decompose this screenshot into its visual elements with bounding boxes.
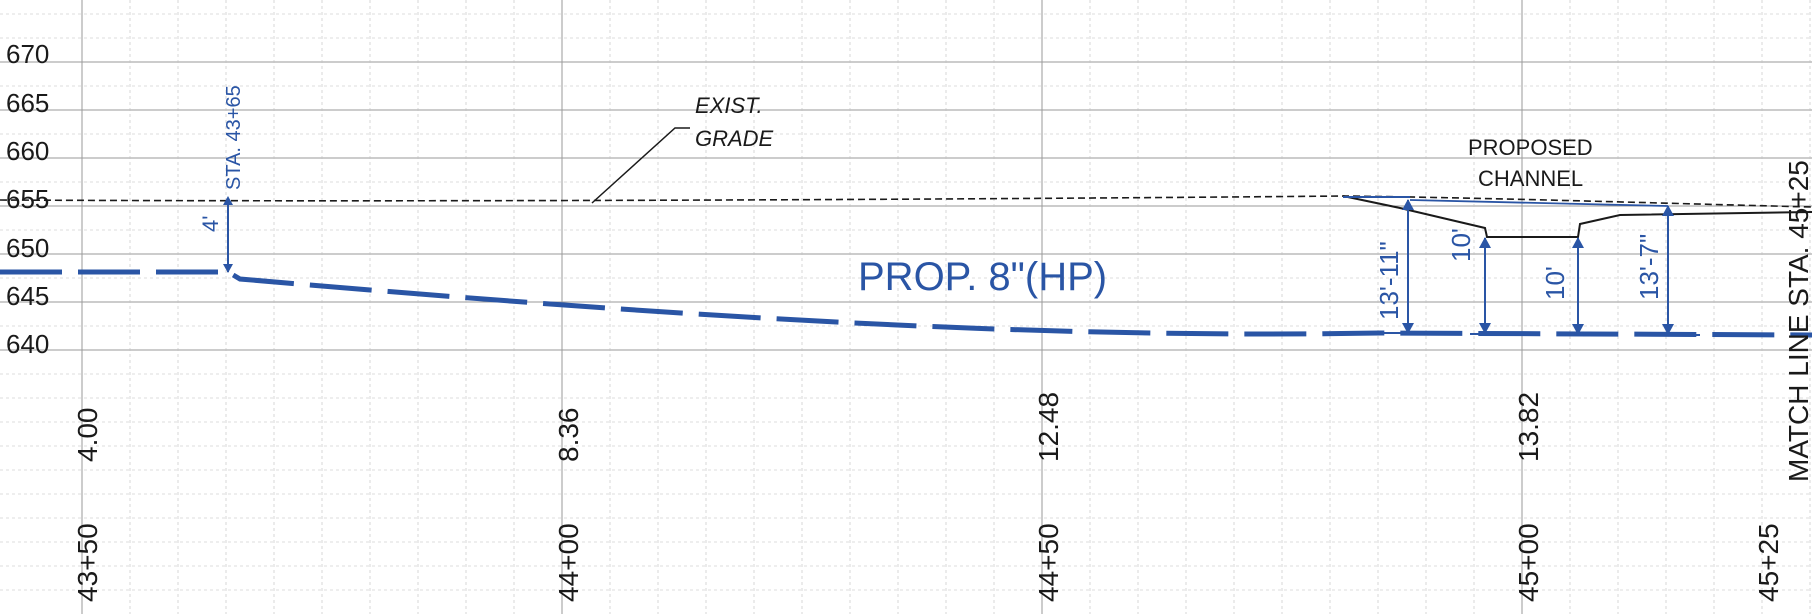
dimension-10-left: 10' bbox=[1446, 228, 1505, 334]
exist-grade-label: GRADE bbox=[695, 126, 774, 151]
sta-marker-arrow bbox=[223, 264, 233, 273]
station-label: 45+25 bbox=[1753, 523, 1784, 602]
proposed-channel-label: PROPOSED bbox=[1468, 135, 1593, 160]
depth-label: 13.82 bbox=[1513, 392, 1544, 462]
station-label: 44+00 bbox=[553, 523, 584, 602]
existing-grade-line bbox=[0, 196, 1812, 207]
elevation-label: 655 bbox=[6, 184, 49, 214]
dim-13-11-label: 13'-11" bbox=[1374, 241, 1404, 320]
sta-marker-label: STA. 43+65 bbox=[223, 85, 245, 190]
dim-13-7-label: 13'-7" bbox=[1634, 234, 1664, 300]
depth-labels: 4.00 8.36 12.48 13.82 bbox=[72, 392, 1544, 462]
depth-label: 8.36 bbox=[553, 408, 584, 463]
exist-grade-label: EXIST. bbox=[695, 93, 763, 118]
elevation-label: 650 bbox=[6, 233, 49, 263]
proposed-channel-section bbox=[1343, 196, 1812, 237]
elevation-axis: 670 665 660 655 650 645 640 bbox=[6, 39, 49, 359]
elevation-label: 645 bbox=[6, 281, 49, 311]
elevation-label: 670 bbox=[6, 39, 49, 69]
channel-top-line bbox=[1410, 200, 1668, 206]
pipe-label: PROP. 8"(HP) bbox=[858, 255, 1107, 299]
dim-10-right-label: 10' bbox=[1540, 266, 1570, 300]
proposed-channel-label: CHANNEL bbox=[1478, 166, 1583, 191]
exist-grade-leader bbox=[592, 128, 690, 203]
station-label: 43+50 bbox=[72, 523, 103, 602]
match-line-label: MATCH LINE STA. 45+25 bbox=[1783, 160, 1812, 482]
depth-label: 12.48 bbox=[1033, 392, 1064, 462]
station-labels: 43+50 44+00 44+50 45+00 45+25 bbox=[72, 523, 1784, 602]
station-label: 44+50 bbox=[1033, 523, 1064, 602]
elevation-label: 660 bbox=[6, 136, 49, 166]
dim-10-left-label: 10' bbox=[1446, 228, 1476, 262]
sta-marker-depth: 4' bbox=[198, 216, 223, 232]
dimension-13-11: 13'-11" bbox=[1374, 199, 1440, 334]
depth-label: 4.00 bbox=[72, 408, 103, 463]
elevation-label: 640 bbox=[6, 329, 49, 359]
elevation-label: 665 bbox=[6, 88, 49, 118]
station-label: 45+00 bbox=[1513, 523, 1544, 602]
dimension-13-7: 13'-7" bbox=[1634, 205, 1700, 335]
